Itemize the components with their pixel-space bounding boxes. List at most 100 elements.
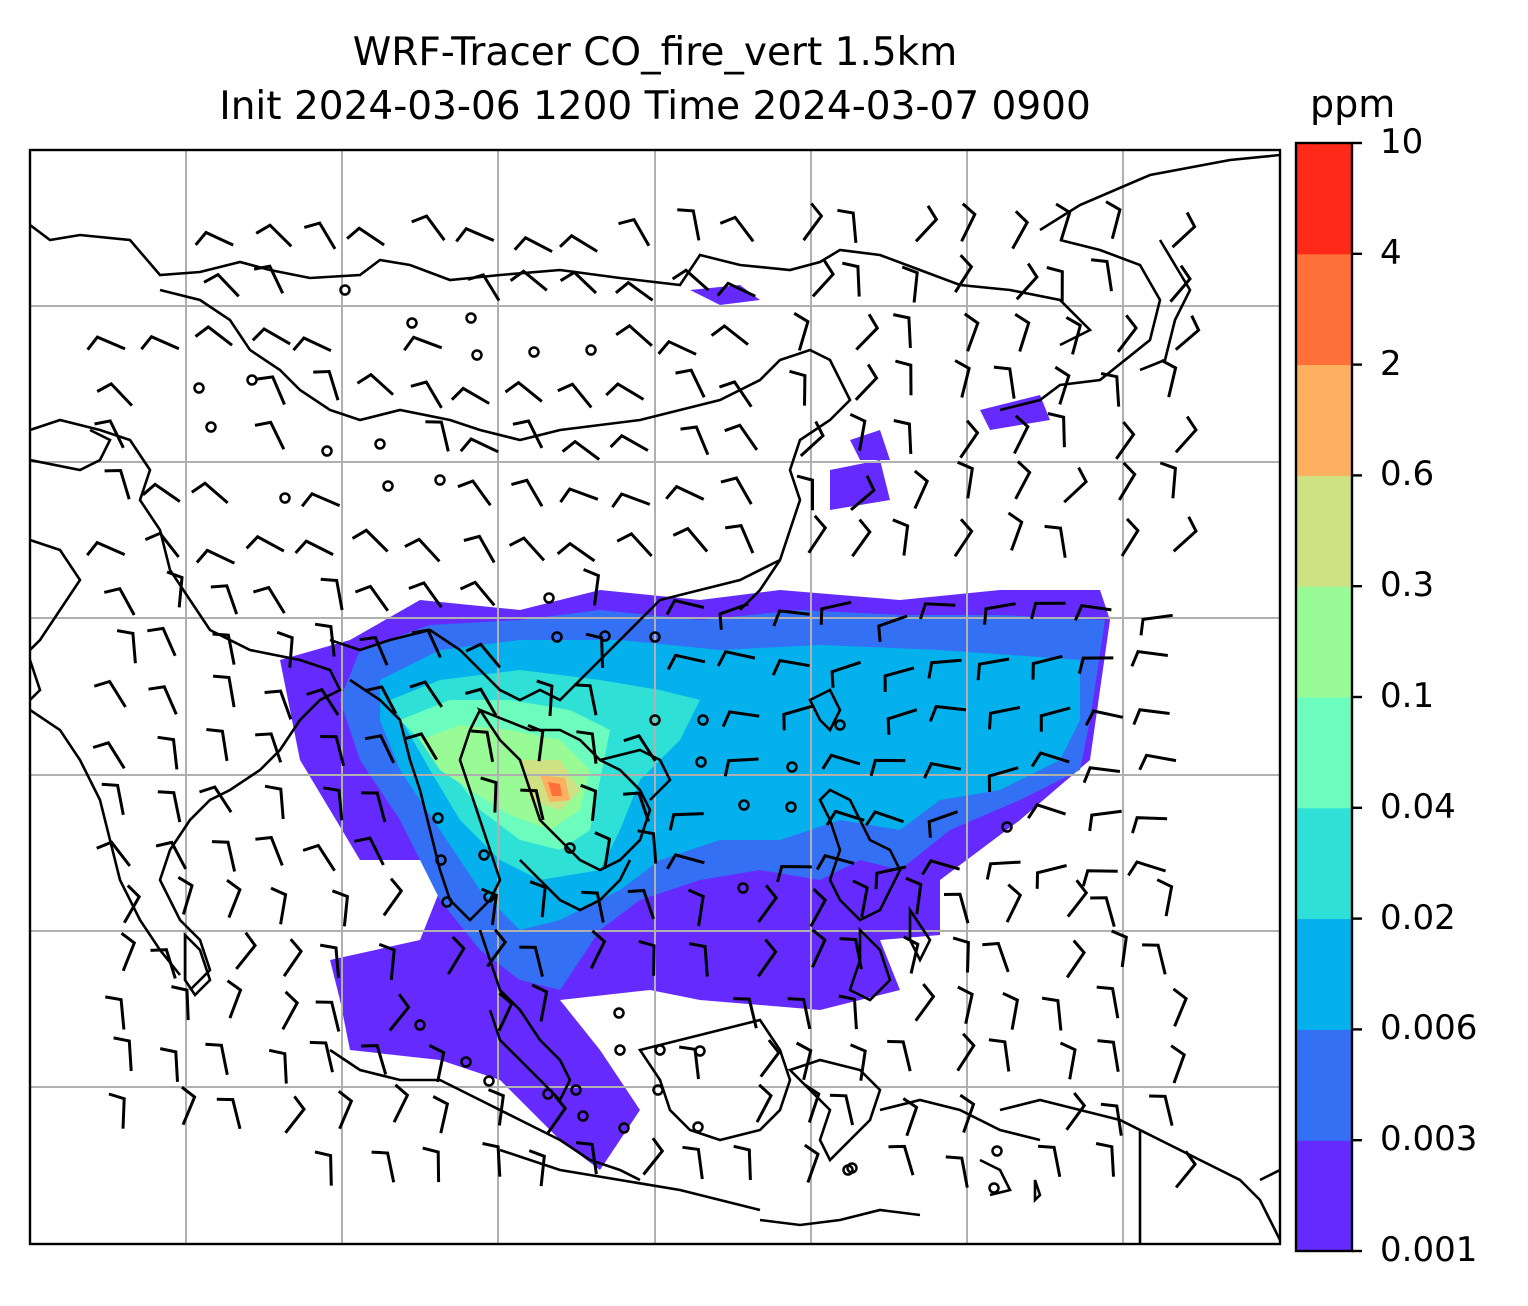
calm-marker	[599, 630, 611, 642]
wind-barb	[819, 600, 852, 625]
wind-barb	[611, 492, 651, 508]
wind-barb	[1015, 262, 1039, 301]
wind-barb	[959, 1093, 976, 1133]
wind-barb	[356, 372, 395, 396]
wind-barb	[264, 689, 293, 720]
wind-barb	[583, 568, 601, 606]
wind-barb	[1139, 613, 1173, 636]
wind-barb	[615, 323, 653, 347]
wind-barb	[556, 541, 596, 563]
wind-barb	[854, 363, 879, 401]
wind-barb	[796, 474, 814, 511]
wind-barb	[141, 482, 181, 503]
wind-barb	[1011, 210, 1030, 250]
calm-marker	[246, 374, 258, 386]
calm-marker	[846, 1162, 858, 1174]
wind-barb	[302, 843, 336, 872]
graticule	[30, 150, 1280, 1244]
wind-barb	[1174, 1150, 1197, 1189]
wind-barb	[616, 532, 653, 558]
calm-marker	[564, 842, 576, 854]
colorbar-tick-label: 0.02	[1380, 897, 1456, 938]
wind-barb	[190, 481, 229, 505]
wind-barb	[839, 937, 863, 970]
wind-barb	[892, 313, 912, 348]
map-title-line1: WRF-Tracer CO_fire_vert 1.5km	[352, 30, 958, 75]
wind-barb	[320, 735, 346, 767]
calm-marker	[321, 445, 333, 457]
calm-marker	[471, 349, 483, 361]
wind-barb	[105, 995, 126, 1030]
colorbar-segment	[1296, 586, 1352, 698]
wind-barb	[527, 724, 545, 762]
wind-barb	[206, 728, 229, 762]
colorbar-segment	[1296, 697, 1352, 809]
wind-barb	[245, 534, 285, 553]
wind-barb	[410, 380, 443, 409]
wind-barb	[459, 437, 499, 454]
wind-barb	[1065, 939, 1086, 979]
wind-barb	[411, 214, 446, 242]
colorbar-tick-label: 0.003	[1380, 1119, 1478, 1160]
wind-barb	[852, 879, 869, 918]
wind-barb	[987, 766, 1019, 793]
colorbar-segment	[1296, 475, 1352, 587]
wind-barb	[1084, 709, 1124, 726]
wind-barb	[486, 928, 508, 968]
wind-barb	[927, 810, 958, 838]
wind-barb	[480, 776, 498, 813]
calm-marker	[618, 1122, 630, 1134]
wind-barb	[733, 997, 758, 1029]
wind-barb	[559, 270, 598, 295]
wind-barb	[724, 523, 755, 554]
wind-barb	[212, 674, 236, 708]
colorbar-segment	[1296, 253, 1352, 366]
wind-barb	[776, 864, 812, 883]
wind-barb	[1111, 929, 1128, 968]
wind-barb	[959, 419, 980, 459]
wind-barb	[1105, 200, 1122, 240]
calm-marker	[435, 854, 447, 866]
wind-barb	[976, 657, 1010, 681]
wind-barb	[855, 313, 880, 351]
wind-barb	[508, 536, 546, 562]
wind-barb	[1118, 461, 1137, 501]
colorbar-tick-label: 0.001	[1380, 1230, 1478, 1270]
calm-marker	[460, 1056, 472, 1068]
wind-barb	[963, 312, 980, 352]
calm-marker	[483, 1075, 495, 1087]
wind-barb	[804, 1083, 821, 1123]
calm-marker	[1001, 821, 1013, 833]
wind-barb	[877, 614, 908, 643]
wind-barb	[1174, 315, 1201, 351]
wind-barb	[1059, 1041, 1077, 1080]
wind-barb	[666, 853, 705, 870]
wind-barb	[928, 704, 967, 722]
wind-barb	[687, 888, 705, 927]
wind-barb	[482, 1142, 502, 1177]
wind-barb	[1132, 708, 1170, 726]
wind-barb	[147, 626, 177, 657]
wind-barb	[210, 584, 239, 615]
wind-barb	[945, 1155, 969, 1188]
wind-barb	[205, 1042, 229, 1076]
wind-barb	[520, 788, 545, 821]
wind-barb	[546, 1095, 568, 1134]
calm-marker	[577, 1110, 589, 1122]
wind-barb	[849, 412, 867, 451]
wind-barb	[292, 336, 332, 353]
wind-barb	[1115, 421, 1136, 460]
wind-barb	[252, 585, 286, 614]
wind-barb	[371, 1150, 396, 1183]
wind-barb	[157, 735, 179, 770]
wind-barb	[1039, 706, 1071, 732]
wind-barb	[211, 840, 237, 872]
wind-barb	[988, 705, 1021, 730]
wind-barb	[422, 1146, 441, 1183]
wind-barb	[1138, 753, 1177, 771]
wind-barb	[157, 790, 182, 823]
wind-barb	[618, 217, 651, 247]
wind-barb	[1014, 460, 1032, 500]
calm-marker	[414, 1019, 426, 1031]
wind-barb	[364, 734, 396, 764]
